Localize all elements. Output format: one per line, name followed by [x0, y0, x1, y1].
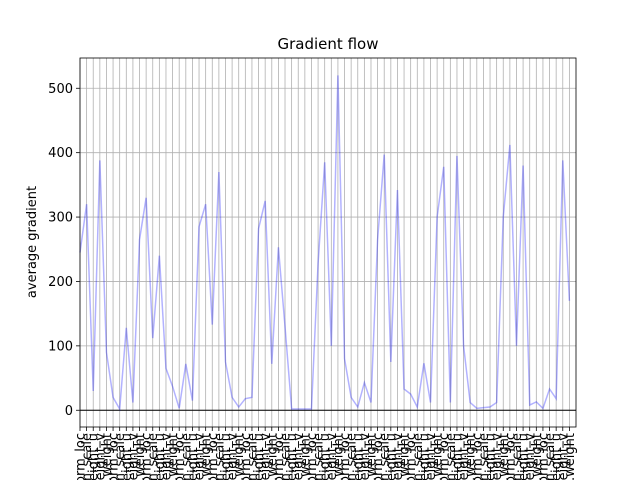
x-tick-label: conv.weight_u	[318, 433, 333, 480]
x-tick-label: conv.weight_v	[490, 433, 505, 480]
x-tick-label: norm_loc	[338, 433, 353, 480]
x-tick-label: conv.weight_v	[325, 433, 340, 480]
x-tick-label: norm_scale	[212, 433, 227, 480]
x-tick-label: norm_loc	[206, 433, 221, 480]
x-tick-label: norm_loc	[536, 433, 551, 480]
x-tick-label: conv.weight	[530, 433, 545, 480]
x-tick-label: conv.weight_v	[193, 433, 208, 480]
x-tick-label: norm_scale	[477, 433, 492, 480]
x-tick-label: norm_scale	[245, 433, 260, 480]
x-tick-label: norm_loc	[305, 433, 320, 480]
x-tick-label: conv.weight_v	[424, 433, 439, 480]
x-tick-label: norm_loc	[272, 433, 287, 480]
x-tick-label: conv.weight_u	[550, 433, 565, 480]
x-tick-label: norm_scale	[444, 433, 459, 480]
x-tick-label: norm_loc	[140, 433, 155, 480]
x-tick-label: conv.weight	[166, 433, 181, 480]
x-tick-label: conv.weight	[265, 433, 280, 480]
x-tick-label: conv.weight_u	[186, 433, 201, 480]
x-tick-label: norm_scale	[543, 433, 558, 480]
x-tick-label: conv.weight_v	[159, 433, 174, 480]
x-tick-label: conv.weight	[298, 433, 313, 480]
x-tick-label: conv.weight_u	[285, 433, 300, 480]
x-tick-label: conv.weight	[563, 433, 578, 480]
x-tick-label: conv.weight	[431, 433, 446, 480]
plot-frame	[79, 57, 577, 428]
x-tick-label: norm_loc	[470, 433, 485, 480]
x-tick-label: norm_loc	[437, 433, 452, 480]
x-tick-label: conv.weight	[199, 433, 214, 480]
x-tick-label: conv.weight_u	[450, 433, 465, 480]
x-tick-label: conv.weight_v	[126, 433, 141, 480]
x-tick-label: conv.weight	[398, 433, 413, 480]
chart-title: Gradient flow	[278, 35, 379, 53]
x-tick-label: conv.weight_v	[226, 433, 241, 480]
x-tick-label: conv.weight_u	[252, 433, 267, 480]
y-tick-label: 400	[48, 146, 73, 161]
y-tick-label: 0	[65, 404, 73, 419]
x-tick-label: conv.weight_v	[556, 433, 571, 480]
x-tick-label: conv.weight_v	[259, 433, 274, 480]
x-tick-label: conv.weight_v	[358, 433, 373, 480]
x-tick-label: norm_scale	[345, 433, 360, 480]
x-tick-label: conv.weight_u	[517, 433, 532, 480]
x-tick-label: conv.weight	[100, 433, 115, 480]
x-tick-label: norm_scale	[80, 433, 95, 480]
x-tick-label: conv.weight	[232, 433, 247, 480]
x-tick-label: norm_loc	[503, 433, 518, 480]
x-tick-label: norm_loc	[173, 433, 188, 480]
y-tick-label: 300	[48, 211, 73, 226]
x-tick-label: norm_scale	[312, 433, 327, 480]
x-tick-label: conv.weight_u	[417, 433, 432, 480]
x-tick-label: norm_loc	[404, 433, 419, 480]
x-tick-label: norm_scale	[510, 433, 525, 480]
x-tick-label: norm_loc	[239, 433, 254, 480]
data-line	[79, 75, 571, 412]
y-tick-label: 200	[48, 275, 73, 290]
x-tick-label: conv.weight_u	[87, 433, 102, 480]
x-tick-label: norm_scale	[113, 433, 128, 480]
x-tick-label: conv.weight_u	[351, 433, 366, 480]
x-tick-label: conv.weight	[464, 433, 479, 480]
y-tick-label: 100	[48, 339, 73, 354]
x-tick-label: norm_scale	[179, 433, 194, 480]
x-tick-label: norm_loc	[371, 433, 386, 480]
x-tick-label: norm_scale	[411, 433, 426, 480]
x-tick-label: conv.weight_v	[292, 433, 307, 480]
y-axis-label: average gradient	[25, 186, 40, 298]
x-tick-label: conv.weight	[364, 433, 379, 480]
x-tick-label: norm_scale	[279, 433, 294, 480]
y-tick-label: 500	[48, 82, 73, 97]
x-tick-label: norm_loc	[74, 433, 89, 480]
x-tick-label: conv.weight_v	[93, 433, 108, 480]
x-tick-label: conv.weight_v	[523, 433, 538, 480]
x-tick-label: conv.weight_u	[219, 433, 234, 480]
x-tick-label: conv.weight_u	[153, 433, 168, 480]
x-tick-label: conv.weight_u	[384, 433, 399, 480]
x-tick-label: conv.weight	[497, 433, 512, 480]
x-tick-label: norm_scale	[146, 433, 161, 480]
x-tick-label: conv.weight_u	[484, 433, 499, 480]
x-tick-label: norm_scale	[378, 433, 393, 480]
x-tick-label: conv.weight	[133, 433, 148, 480]
x-tick-label: conv.weight_v	[391, 433, 406, 480]
x-tick-label: conv.weight_u	[120, 433, 135, 480]
x-tick-label: norm_loc	[107, 433, 122, 480]
x-tick-label: conv.weight	[331, 433, 346, 480]
x-tick-label: conv.weight_v	[457, 433, 472, 480]
